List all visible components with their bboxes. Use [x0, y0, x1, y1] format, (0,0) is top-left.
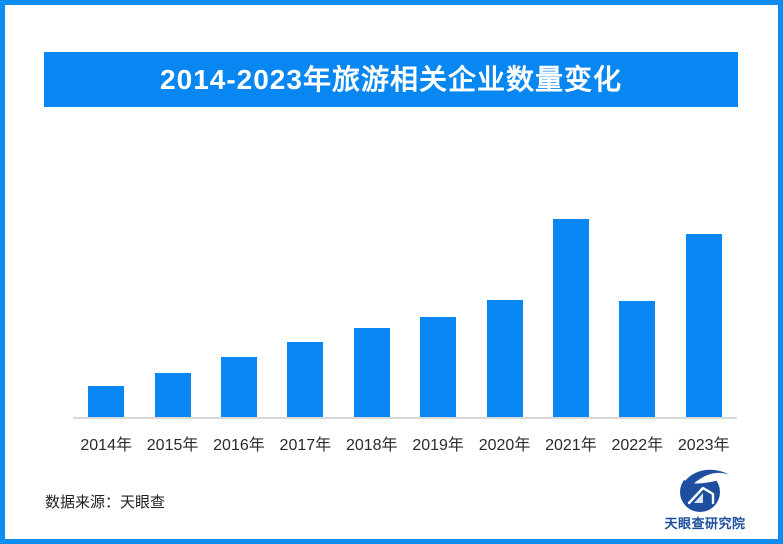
- bar-2015年: [154, 373, 191, 417]
- bar-2022年: [619, 301, 656, 417]
- x-axis-label-2015年: 2015年: [146, 437, 199, 454]
- tianyancha-logo: 天眼查研究院: [655, 467, 755, 532]
- bar-2023年: [685, 234, 722, 417]
- tianyancha-logo-icon: [680, 467, 731, 512]
- bar-2018年: [353, 328, 390, 417]
- bar-2014年: [88, 386, 125, 417]
- tianyancha-logo-text: 天眼查研究院: [664, 516, 746, 531]
- bar-chart: 2014年 2015年 2016年 2017年 2018年 2019年 2020年 2021年…: [73, 115, 737, 455]
- x-axis-line: [73, 417, 737, 419]
- x-axis-label-2014年: 2014年: [80, 437, 132, 454]
- bar-2017年: [287, 342, 324, 417]
- x-axis-label-2022年: 2022年: [611, 437, 664, 454]
- data-source-note: 数据来源：天眼查: [45, 494, 166, 511]
- x-axis-label-2018年: 2018年: [345, 437, 398, 454]
- bar-2021年: [552, 219, 589, 417]
- x-axis-label-2021年: 2021年: [545, 437, 597, 454]
- x-axis-label-2017年: 2017年: [279, 437, 332, 454]
- x-axis-label-2016年: 2016年: [213, 437, 265, 454]
- bar-2020年: [486, 300, 523, 417]
- bar-2016年: [220, 357, 257, 417]
- bars-container: [73, 153, 737, 417]
- x-axis-label-2023年: 2023年: [677, 437, 730, 454]
- chart-title-banner: 2014-2023年旅游相关企业数量变化: [44, 52, 738, 107]
- x-axis-labels: 2014年 2015年 2016年 2017年 2018年 2019年 2020年 2021年…: [73, 431, 737, 455]
- bar-2019年: [420, 317, 457, 417]
- x-axis-label-2019年: 2019年: [412, 437, 464, 454]
- chart-title: 2014-2023年旅游相关企业数量变化: [160, 64, 622, 95]
- x-axis-label-2020年: 2020年: [478, 437, 531, 454]
